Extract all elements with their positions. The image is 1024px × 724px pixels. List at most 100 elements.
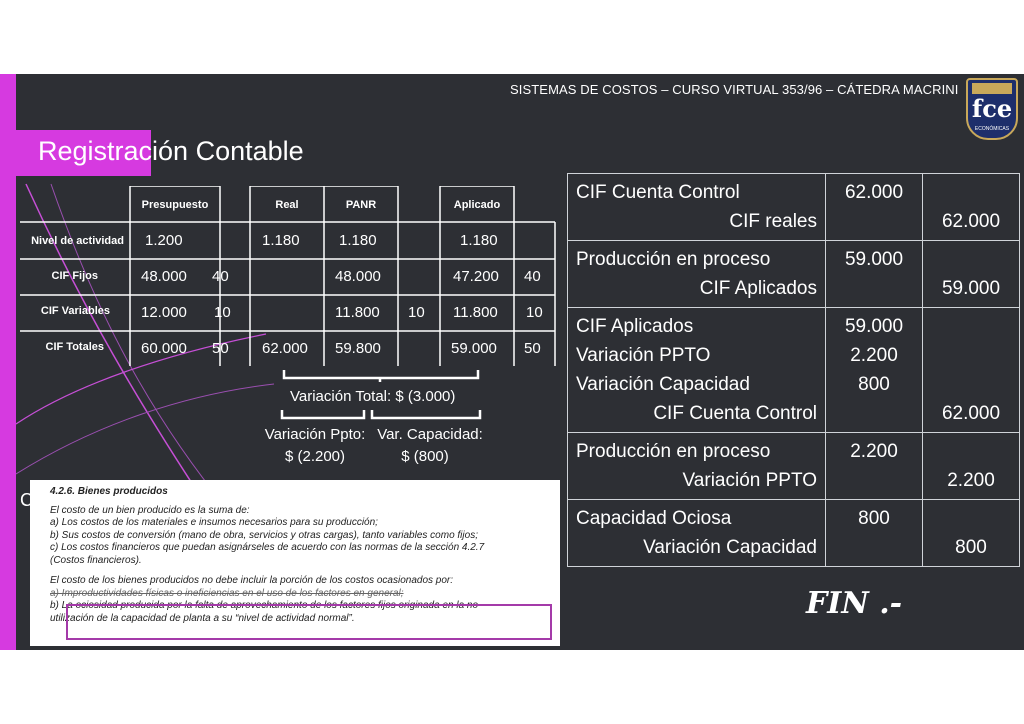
journal-account-cell: Producción en proceso CIF Aplicados xyxy=(567,240,826,308)
journal-account: Variación PPTO xyxy=(682,470,817,491)
panr-value: 1.180 xyxy=(339,232,377,249)
aplicado-value: 1.180 xyxy=(460,232,498,249)
journal-debit xyxy=(834,207,914,236)
logo-text: fce xyxy=(971,94,1013,123)
journal-debit: 800 xyxy=(858,374,890,395)
journal-debit: 2.200 xyxy=(850,345,898,366)
variance-capacity-label: Var. Capacidad: xyxy=(377,426,483,443)
panr-value: 11.800 xyxy=(335,304,380,321)
slide: SISTEMAS DE COSTOS – CURSO VIRTUAL 353/9… xyxy=(0,74,1024,650)
journal-account: Producción en proceso xyxy=(576,249,771,270)
journal-account: Variación PPTO xyxy=(576,345,711,366)
journal-debit: 62.000 xyxy=(844,182,904,203)
journal-credit: 62.000 xyxy=(941,211,1001,232)
journal-credit-cell: 2.200 xyxy=(922,432,1020,500)
journal-credit xyxy=(931,504,1011,533)
col-header-aplicado: Aplicado xyxy=(453,199,501,211)
norm-excerpt: 4.2.6. Bienes producidos El costo de un … xyxy=(30,480,560,646)
row-label: CIF Totales xyxy=(45,341,104,353)
excerpt-line: c) Los costos financieros que puedan asi… xyxy=(50,542,485,553)
journal-account-cell: Capacidad Ociosa Variación Capacidad xyxy=(567,499,826,567)
journal-account: Variación Capacidad xyxy=(643,537,817,558)
journal-debit: 2.200 xyxy=(850,441,898,462)
journal-account: Variación Capacidad xyxy=(576,374,750,395)
aplicado-value: 11.800 xyxy=(453,304,498,321)
variance-braces xyxy=(280,370,482,420)
journal-account: CIF Aplicados xyxy=(576,316,694,337)
excerpt-title: 4.2.6. Bienes producidos xyxy=(50,486,168,497)
course-header: SISTEMAS DE COSTOS – CURSO VIRTUAL 353/9… xyxy=(510,82,959,97)
journal-credit: 2.200 xyxy=(947,470,995,491)
journal-debit-cell: 2.200 xyxy=(825,432,923,500)
journal-credit xyxy=(931,370,1011,399)
panr-rate: 10 xyxy=(408,304,425,321)
variance-ppto-label: Variación Ppto: xyxy=(264,426,366,443)
journal-account-cell: CIF Aplicados Variación PPTO Variación Cap… xyxy=(567,307,826,433)
title-accent xyxy=(16,130,151,176)
row-label: CIF Fijos xyxy=(51,270,98,282)
journal-credit xyxy=(931,341,1011,370)
journal-credit xyxy=(931,245,1011,274)
journal-credit-cell: 62.000 xyxy=(922,307,1020,433)
journal-credit: 62.000 xyxy=(941,403,1001,424)
presupuesto-value: 48.000 xyxy=(141,268,187,285)
excerpt-line: utilización de la capacidad de planta a … xyxy=(50,612,355,624)
aplicado-value: 59.000 xyxy=(451,340,497,357)
presupuesto-value: 60.000 xyxy=(141,340,187,357)
journal-entry: CIF Aplicados Variación PPTO Variación Cap… xyxy=(567,307,1020,433)
journal-account-cell: CIF Cuenta Control CIF reales xyxy=(567,173,826,241)
excerpt-line: a) Improductividades físicas o ineficien… xyxy=(50,587,404,599)
journal-account: CIF Aplicados xyxy=(699,278,817,299)
real-value: 1.180 xyxy=(262,232,300,249)
panr-value: 48.000 xyxy=(335,268,381,285)
row-label: CIF Variables xyxy=(40,305,110,317)
journal-debit: 59.000 xyxy=(844,316,904,337)
journal-credit xyxy=(931,178,1011,207)
journal-credit xyxy=(931,437,1011,466)
journal-debit xyxy=(834,274,914,303)
panr-value: 59.800 xyxy=(335,340,381,357)
journal-account: CIF Cuenta Control xyxy=(576,182,740,203)
journal-account-cell: Producción en proceso Variación PPTO xyxy=(567,432,826,500)
journal-debit: 800 xyxy=(858,508,890,529)
journal-debit xyxy=(834,466,914,495)
excerpt-line: El costo de un bien producido es la suma… xyxy=(50,504,250,516)
real-value: 62.000 xyxy=(262,340,308,357)
excerpt-line: El costo de los bienes producidos no deb… xyxy=(50,575,454,586)
variance-total: Variación Total: $ (3.000) xyxy=(290,388,456,405)
row-label: Nivel de actividad xyxy=(31,235,124,247)
presupuesto-rate: 40 xyxy=(212,268,229,285)
col-header-panr: PANR xyxy=(345,199,377,211)
fce-logo: fce ECONÓMICAS xyxy=(966,78,1018,140)
aplicado-rate: 50 xyxy=(524,340,541,357)
excerpt-line: a) Los costos de los materiales e insumo… xyxy=(50,517,378,528)
variance-capacity-value: $ (800) xyxy=(401,448,449,465)
journal-debit xyxy=(834,533,914,562)
journal-account: CIF reales xyxy=(729,211,817,232)
closing-text: FIN .- xyxy=(806,586,903,621)
journal-entry: Producción en proceso Variación PPTO 2.200… xyxy=(567,432,1020,500)
journal-credit-cell: 62.000 xyxy=(922,173,1020,241)
journal-debit-cell: 59.000 2.200 800 xyxy=(825,307,923,433)
excerpt-line: b) Sus costos de conversión (mano de obr… xyxy=(50,529,478,541)
journal-account: Producción en proceso xyxy=(576,441,771,462)
presupuesto-rate: 50 xyxy=(212,340,229,357)
journal-credit-cell: 800 xyxy=(922,499,1020,567)
journal-account: CIF Cuenta Control xyxy=(653,403,817,424)
presupuesto-rate: 10 xyxy=(214,304,231,321)
journal-entry: Capacidad Ociosa Variación Capacidad 800 8… xyxy=(567,499,1020,567)
journal-table: CIF Cuenta Control CIF reales 62.000 62.00… xyxy=(567,173,1020,567)
aplicado-value: 47.200 xyxy=(453,268,499,285)
logo-subtext: ECONÓMICAS xyxy=(974,126,1010,132)
journal-account: Capacidad Ociosa xyxy=(576,508,732,529)
aplicado-rate: 40 xyxy=(524,268,541,285)
journal-debit xyxy=(834,399,914,428)
partial-letter: C xyxy=(20,490,33,510)
aplicado-rate: 10 xyxy=(526,304,543,321)
cost-table-grid xyxy=(20,186,556,366)
presupuesto-value: 1.200 xyxy=(145,232,183,249)
journal-credit: 800 xyxy=(955,537,987,558)
col-header-presupuesto: Presupuesto xyxy=(141,199,209,211)
journal-entry: Producción en proceso CIF Aplicados 59.000… xyxy=(567,240,1020,308)
highlight-box xyxy=(66,604,552,640)
